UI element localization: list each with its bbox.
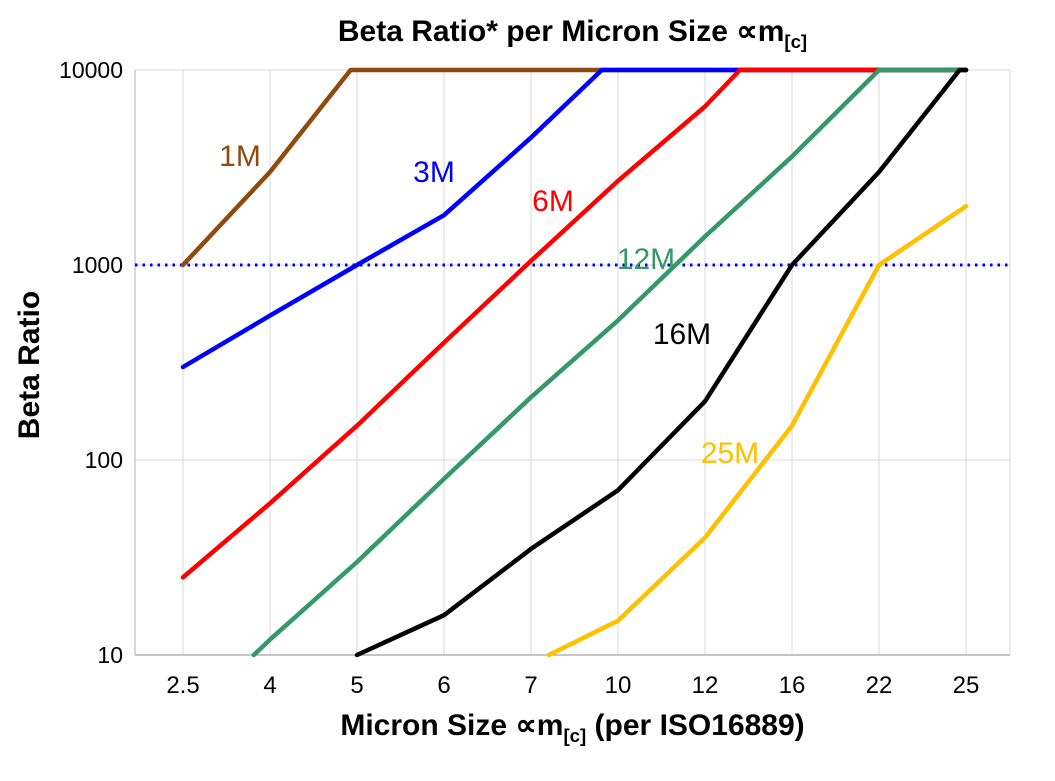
series-line-25M [546,204,969,658]
x-tick-label-7: 7 [524,672,537,699]
x-axis-label-suffix: (per ISO16889) [586,709,805,742]
x-axis-label-subscript: [c] [563,725,587,746]
series-line-6M [180,67,969,580]
chart-title-subscript: [c] [784,31,808,52]
x-tick-label-22: 22 [866,672,893,699]
x-tick-label-12: 12 [692,672,719,699]
chart-title-text: Beta Ratio* per Micron Size ∝m [337,15,785,48]
y-tick-label-10: 10 [97,642,123,668]
x-tick-label-10: 10 [605,672,632,699]
y-tick-label-1000: 1000 [72,252,123,278]
series-line-12M [251,67,969,658]
series-label-6M: 6M [532,185,574,218]
series-label-3M: 3M [413,156,455,189]
chart-title: Beta Ratio* per Micron Size ∝m[c] [135,14,1010,53]
x-tick-label-16: 16 [779,672,806,699]
series-label-16M: 16M [653,318,711,351]
x-tick-label-4: 4 [263,672,276,699]
x-tick-label-6: 6 [437,672,450,699]
x-axis-label-text: Micron Size ∝m [340,709,564,742]
series-label-1M: 1M [219,140,261,173]
series-label-25M: 25M [701,437,759,470]
y-tick-label-10000: 10000 [59,57,123,83]
y-tick-label-100: 100 [85,447,123,473]
x-axis-label: Micron Size ∝m[c] (per ISO16889) [135,708,1010,747]
series-line-16M [354,67,969,658]
series-label-12M: 12M [617,243,675,276]
x-tick-label-2.5: 2.5 [166,672,199,699]
x-tick-label-25: 25 [953,672,980,699]
x-tick-label-5: 5 [350,672,363,699]
